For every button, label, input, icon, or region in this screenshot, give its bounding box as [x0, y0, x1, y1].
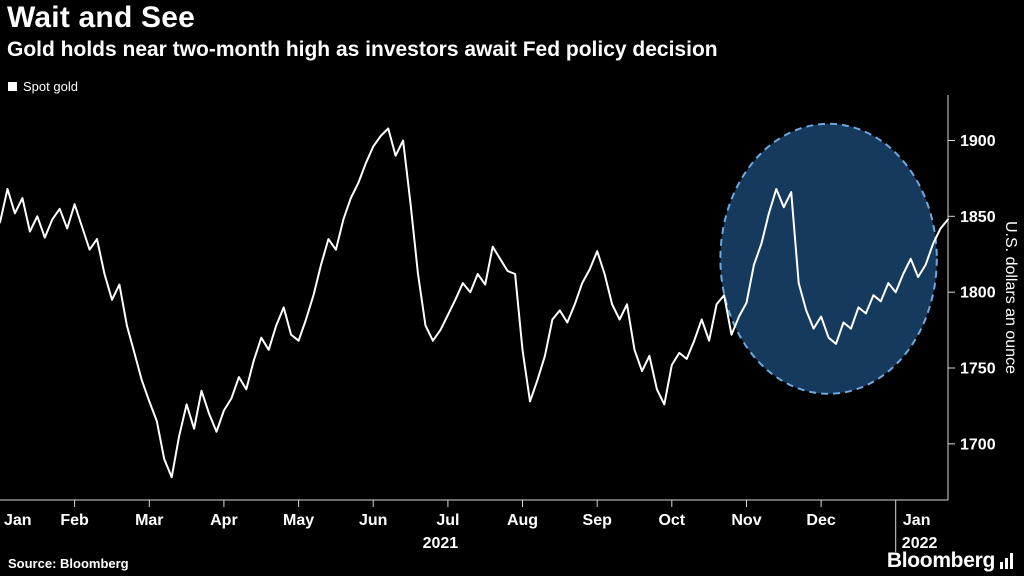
y-tick-label: 1900: [960, 133, 996, 150]
highlight-circle: [719, 122, 938, 395]
month-label: Apr: [210, 512, 238, 529]
legend-label: Spot gold: [23, 79, 78, 94]
bloomberg-wordmark: Bloomberg: [886, 549, 995, 572]
year-label: 2022: [902, 535, 938, 552]
year-label: 2021: [423, 535, 459, 552]
spot-gold-price-line: [0, 127, 949, 479]
month-label: May: [283, 512, 314, 529]
bloomberg-bars-icon: [1000, 553, 1013, 569]
month-label: Sep: [583, 512, 613, 529]
month-label: Jan: [4, 512, 32, 529]
month-label: Mar: [135, 512, 163, 529]
y-tick-label: 1800: [960, 285, 996, 302]
source-attribution: Source: Bloomberg: [8, 556, 129, 571]
month-label: Feb: [60, 512, 89, 529]
month-label: Jan: [903, 512, 931, 529]
bloomberg-logo: Bloomberg: [887, 549, 1014, 573]
month-label: Dec: [806, 512, 835, 529]
month-label: Jun: [359, 512, 387, 529]
y-tick-label: 1750: [960, 361, 996, 378]
y-tick-label: 1850: [960, 209, 996, 226]
month-label: Nov: [731, 512, 761, 529]
month-label: Jul: [436, 512, 459, 529]
page-title: Wait and See: [7, 1, 195, 34]
chart-subtitle: Gold holds near two-month high as invest…: [7, 38, 718, 61]
month-label: Aug: [507, 512, 538, 529]
month-label: Oct: [658, 512, 685, 529]
y-tick-label: 1700: [960, 436, 996, 453]
legend: Spot gold: [8, 79, 78, 94]
y-axis-title: U.S. dollars an ounce: [1002, 221, 1019, 374]
legend-square-marker: [8, 82, 17, 91]
